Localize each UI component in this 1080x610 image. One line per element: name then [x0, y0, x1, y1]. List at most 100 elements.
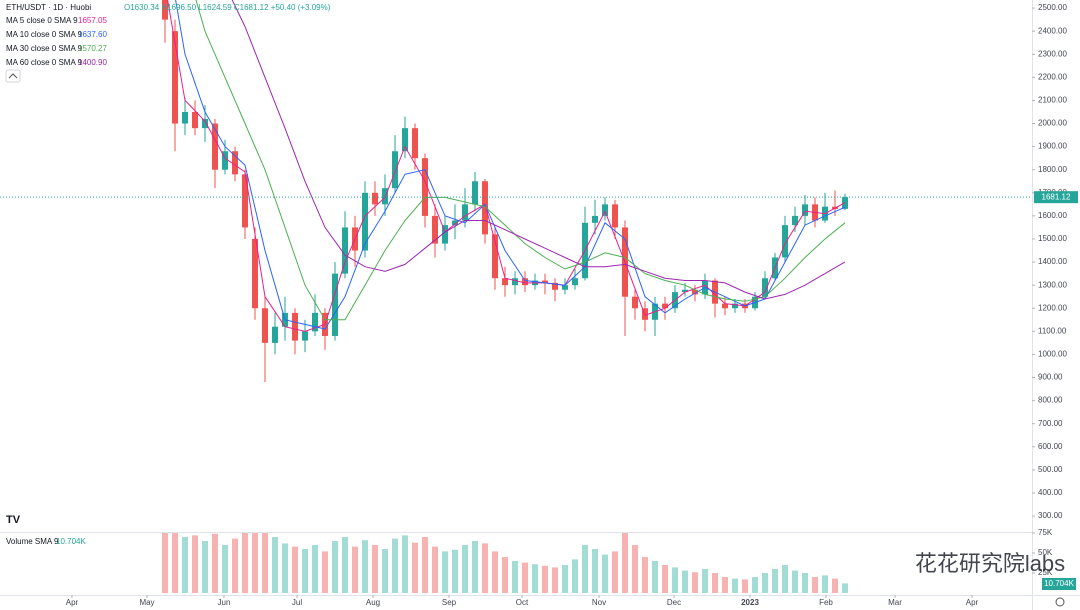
volume-bar	[272, 537, 278, 593]
volume-bar	[332, 541, 338, 593]
y-tick-label: 900.00	[1038, 373, 1063, 382]
volume-bar	[712, 573, 718, 593]
y-tick-label: 1400.00	[1038, 257, 1067, 266]
settings-button[interactable]	[1055, 597, 1065, 607]
volume-bar	[412, 542, 418, 593]
candle-body	[562, 285, 568, 290]
volume-bar	[482, 543, 488, 593]
volume-bar	[342, 537, 348, 593]
volume-bar	[422, 537, 428, 593]
y-tick-label: 2100.00	[1038, 96, 1067, 105]
x-tick-label: May	[139, 598, 154, 607]
volume-bar	[392, 538, 398, 593]
candle-body	[512, 278, 518, 286]
axes: 300.00 400.00 500.00 600.00 700.00 800.00 900.…	[66, 3, 1078, 607]
volume-bar	[352, 546, 358, 593]
volume-bar	[602, 554, 608, 593]
volume-bar	[742, 579, 748, 593]
y-tick-label: 2200.00	[1038, 72, 1067, 81]
legend-name: MA 10 close 0 SMA 9	[6, 30, 83, 39]
y-tick-label: 1800.00	[1038, 165, 1067, 174]
volume-tick-label: 50K	[1038, 548, 1053, 557]
candle-body	[292, 312, 298, 341]
candle-body	[242, 174, 248, 228]
x-tick-label: Feb	[819, 598, 833, 607]
candle-body	[502, 278, 508, 286]
x-tick-label: Oct	[516, 598, 529, 607]
candle-body	[422, 158, 428, 216]
y-tick-label: 1200.00	[1038, 303, 1067, 312]
y-tick-label: 1300.00	[1038, 280, 1067, 289]
candle-body	[732, 303, 738, 309]
volume-bar	[492, 551, 498, 593]
volume-bar	[782, 565, 788, 593]
candle-body	[412, 128, 418, 159]
volume-bar	[632, 545, 638, 593]
candle-body	[682, 289, 688, 293]
y-tick-label: 1100.00	[1038, 326, 1067, 335]
volume-title: Volume SMA 9	[6, 537, 59, 546]
volume-bar	[552, 567, 558, 593]
volume-bar	[362, 540, 368, 593]
candle-body	[462, 204, 468, 221]
volume-bar	[312, 545, 318, 593]
volume-bar	[702, 569, 708, 593]
candle-body	[492, 234, 498, 279]
x-tick-label: Apr	[66, 598, 79, 607]
candle-body	[432, 215, 438, 244]
volume-bar	[772, 569, 778, 593]
ma-line	[231, 0, 846, 300]
candle-body	[252, 238, 258, 309]
volume-bar	[802, 573, 808, 593]
candle-body	[192, 111, 198, 129]
ohlc-values: O1630.34 H1696.50 L1624.59 C1681.12 +50.…	[124, 3, 331, 12]
candle-body	[312, 312, 318, 332]
x-tick-label: Jul	[292, 598, 302, 607]
volume-bar	[822, 575, 828, 593]
collapse-button[interactable]	[5, 69, 21, 83]
watermark: 花花研究院labs	[915, 551, 1065, 576]
volume-bar	[462, 545, 468, 593]
candle-body	[332, 273, 338, 336]
y-tick-label: 2000.00	[1038, 119, 1067, 128]
x-tick-label: Apr	[966, 598, 979, 607]
volume-bar	[322, 551, 328, 593]
y-tick-label: 2300.00	[1038, 49, 1067, 58]
candle-body	[612, 204, 618, 228]
volume-bar	[762, 573, 768, 593]
y-tick-label: 1000.00	[1038, 350, 1067, 359]
y-tick-label: 700.00	[1038, 419, 1063, 428]
volume-bar	[582, 545, 588, 593]
candle-body	[472, 181, 478, 205]
volume-bar	[592, 549, 598, 593]
candle-body	[522, 278, 528, 286]
volume-bar	[262, 533, 268, 593]
candle-body	[792, 215, 798, 226]
candle-body	[442, 225, 448, 244]
candle-body	[802, 204, 808, 216]
legend: MA 5 close 0 SMA 9 1657.05 MA 10 close 0 S…	[6, 16, 107, 67]
y-tick-label: 2500.00	[1038, 3, 1067, 12]
candle-body	[262, 308, 268, 343]
volume-bar	[442, 551, 448, 593]
legend-value: 1400.90	[78, 58, 107, 67]
candle-body	[722, 303, 728, 309]
volume-bar	[402, 535, 408, 593]
volume-bar	[642, 557, 648, 593]
volume-bar	[302, 549, 308, 593]
volume-bar	[562, 565, 568, 593]
legend-value: 1657.05	[78, 16, 107, 25]
volume-bar	[432, 546, 438, 593]
x-tick-label: Dec	[667, 598, 681, 607]
candle-body	[452, 220, 458, 226]
candle-body	[632, 296, 638, 309]
candle-body	[212, 123, 218, 170]
x-tick-label: Mar	[888, 598, 902, 607]
volume-bar	[692, 572, 698, 593]
volume-bar	[182, 537, 188, 593]
x-tick-label: 2023	[741, 598, 759, 607]
candle-body	[592, 215, 598, 223]
volume-bar	[502, 557, 508, 593]
volume-bar	[472, 541, 478, 593]
